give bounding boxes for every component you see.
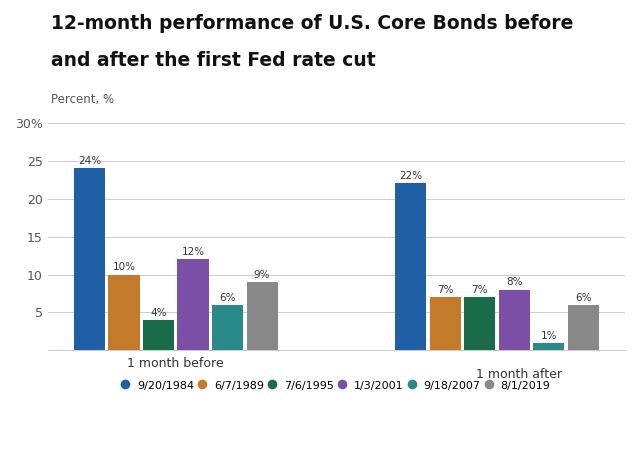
Text: 6%: 6% <box>575 293 591 303</box>
Text: 6%: 6% <box>220 293 236 303</box>
Text: 8%: 8% <box>506 277 522 287</box>
Bar <box>499 290 530 350</box>
Bar <box>568 305 599 350</box>
Bar <box>246 282 278 350</box>
Text: 1 month after: 1 month after <box>476 368 562 381</box>
Text: 12%: 12% <box>182 247 205 257</box>
Bar <box>464 297 495 350</box>
Bar <box>533 343 564 350</box>
Text: and after the first Fed rate cut: and after the first Fed rate cut <box>51 51 376 71</box>
Legend: 9/20/1984, 6/7/1989, 7/6/1995, 1/3/2001, 9/18/2007, 8/1/2019: 9/20/1984, 6/7/1989, 7/6/1995, 1/3/2001,… <box>118 375 555 395</box>
Text: 4%: 4% <box>150 308 167 318</box>
Bar <box>395 184 426 350</box>
Text: 9%: 9% <box>254 270 270 280</box>
Bar <box>109 275 140 350</box>
Text: 1%: 1% <box>540 331 557 340</box>
Bar <box>177 259 209 350</box>
Text: 7%: 7% <box>472 285 488 295</box>
Text: Percent, %: Percent, % <box>51 93 115 106</box>
Text: 24%: 24% <box>78 156 101 166</box>
Bar <box>74 168 105 350</box>
Bar <box>429 297 461 350</box>
Text: 22%: 22% <box>399 171 422 181</box>
Text: 7%: 7% <box>437 285 454 295</box>
Text: 10%: 10% <box>113 262 136 272</box>
Text: 12-month performance of U.S. Core Bonds before: 12-month performance of U.S. Core Bonds … <box>51 14 573 33</box>
Bar <box>212 305 243 350</box>
Bar <box>143 320 174 350</box>
